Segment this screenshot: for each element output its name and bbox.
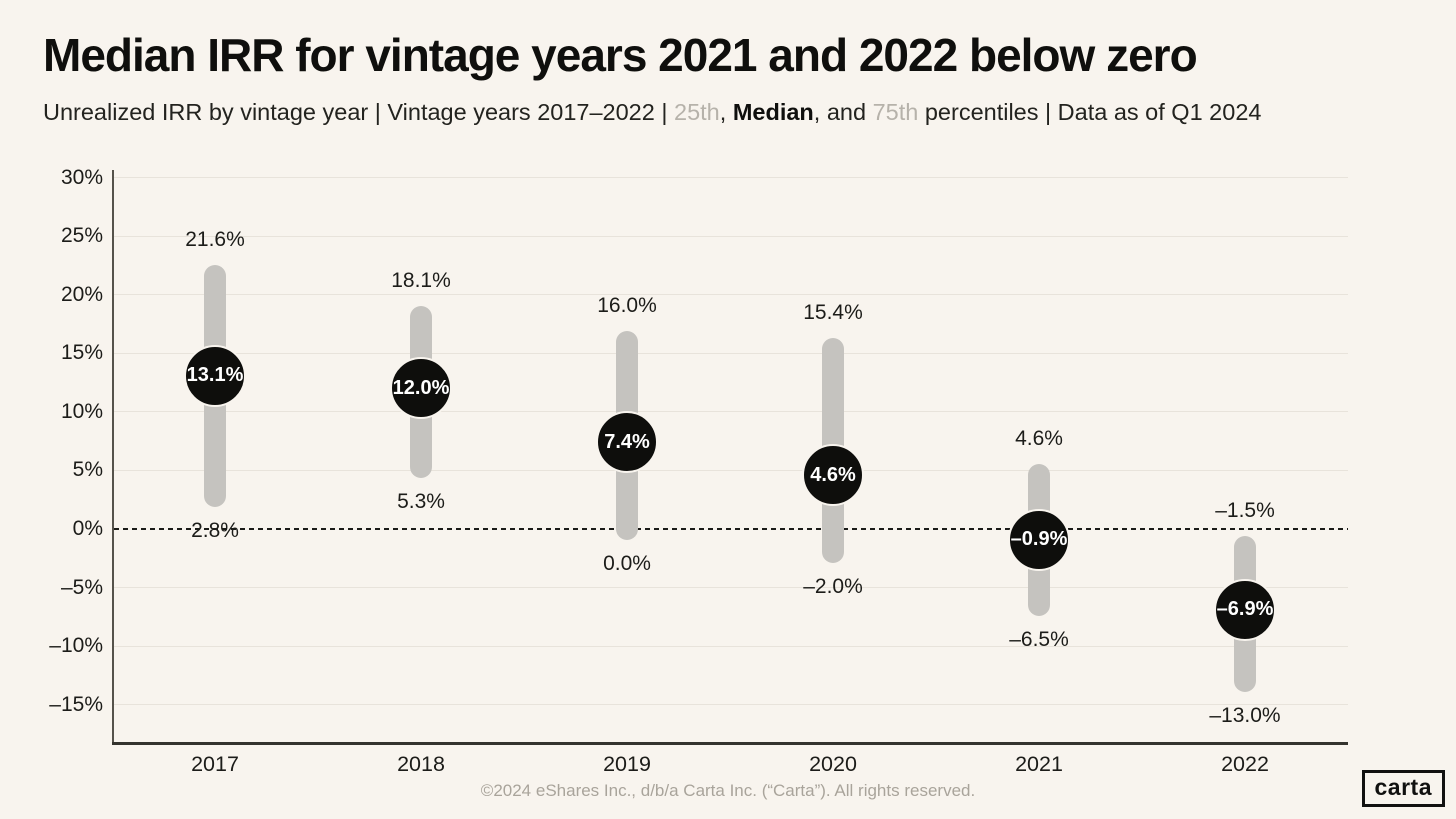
y-tick-label: 10%	[60, 399, 103, 423]
chart-subtitle: Unrealized IRR by vintage year | Vintage…	[43, 99, 1261, 126]
y-tick-label: 15%	[60, 341, 103, 365]
p25-label: 2.8%	[191, 519, 239, 543]
copyright-text: ©2024 eShares Inc., d/b/a Carta Inc. (“C…	[480, 781, 976, 800]
gridline	[114, 235, 1348, 237]
median-bubble: 12.0%	[390, 357, 452, 420]
x-tick-label: 2020	[809, 752, 857, 776]
p25-label: –2.0%	[803, 575, 863, 599]
p75-label: 16.0%	[597, 293, 657, 317]
p75-label: 21.6%	[185, 227, 245, 251]
median-bubble: 13.1%	[184, 344, 246, 407]
p25-label: 0.0%	[603, 552, 651, 575]
median-bubble: –0.9%	[1008, 508, 1070, 571]
p75-label: 15.4%	[803, 300, 863, 324]
gridline	[114, 704, 1348, 706]
subtitle-part2: percentiles | Data as of Q1 2024	[918, 99, 1262, 125]
y-tick-label: –5%	[60, 575, 103, 599]
gridline	[114, 469, 1348, 471]
y-tick-label: 30%	[60, 165, 103, 189]
carta-logo: carta	[1361, 770, 1445, 807]
subtitle-median: Median	[732, 99, 814, 125]
page-title: Median IRR for vintage years 2021 and 20…	[43, 29, 1198, 81]
subtitle-sep1: ,	[719, 99, 733, 125]
subtitle-sep2: , and	[813, 99, 873, 125]
gridline	[114, 352, 1348, 354]
subtitle-75th: 75th	[872, 99, 919, 125]
median-bubble: 4.6%	[802, 444, 864, 507]
p75-label: 4.6%	[1015, 427, 1063, 451]
median-bubble: 7.4%	[596, 411, 658, 474]
gridline	[114, 411, 1348, 413]
subtitle-part1: Unrealized IRR by vintage year | Vintage…	[43, 99, 674, 125]
gridline	[114, 645, 1348, 647]
p25-label: –6.5%	[1009, 628, 1069, 652]
zero-baseline	[114, 528, 1348, 530]
x-tick-label: 2018	[397, 752, 445, 776]
x-tick-label: 2021	[1015, 752, 1063, 776]
y-axis-labels: 30% 25% 20% 15% 10% 5% 0% –5% –10% –15%	[0, 166, 103, 745]
y-tick-label: –10%	[49, 634, 103, 658]
p25-label: 5.3%	[397, 489, 445, 513]
p25-label: –13.0%	[1209, 704, 1281, 728]
y-tick-label: 0%	[72, 517, 103, 540]
x-axis-labels: 2017 2018 2019 2020 2021 2022	[112, 752, 1348, 777]
p75-label: –1.5%	[1215, 498, 1275, 522]
x-tick-label: 2017	[191, 752, 239, 776]
gridline	[114, 294, 1348, 296]
x-tick-label: 2022	[1221, 752, 1269, 776]
y-tick-label: –15%	[49, 692, 103, 716]
y-tick-label: 25%	[60, 224, 103, 248]
p75-label: 18.1%	[391, 268, 451, 292]
x-tick-label: 2019	[603, 752, 651, 776]
y-tick-label: 20%	[60, 282, 103, 306]
y-tick-label: 5%	[72, 458, 103, 482]
median-bubble: –6.9%	[1214, 578, 1276, 641]
plot-area: 21.6% 2.8% 13.1% 18.1% 5.3% 12.0% 16.0% 0.0% 7.4…	[112, 170, 1348, 745]
gridline	[114, 587, 1348, 589]
gridline	[114, 177, 1348, 179]
y-axis-line	[112, 170, 114, 742]
subtitle-25th: 25th	[674, 99, 720, 125]
carta-logo-text: carta	[1374, 774, 1432, 800]
